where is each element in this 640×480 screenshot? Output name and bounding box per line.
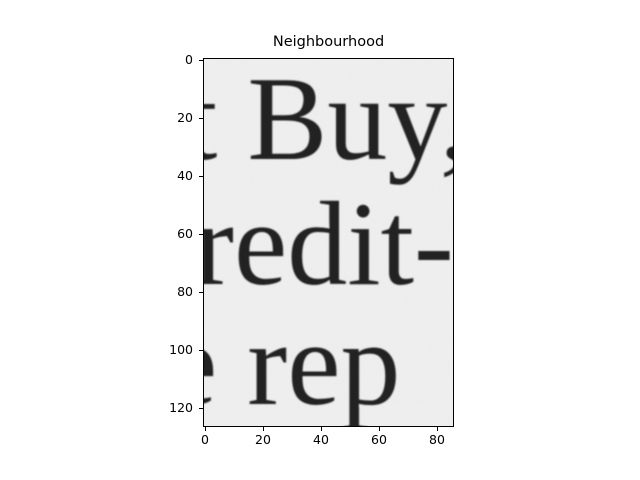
xtick-mark (205, 427, 206, 431)
xtick-label: 40 (313, 432, 329, 447)
ytick-label: 80 (177, 284, 193, 299)
xtick-mark (321, 427, 322, 431)
ytick-mark (199, 118, 203, 119)
ytick-label: 0 (185, 52, 193, 67)
xtick-mark (379, 427, 380, 431)
image-axes: t Buy, redit- e rep (203, 58, 454, 427)
ytick-mark (199, 408, 203, 409)
text-row-3: e rep (204, 297, 400, 427)
xtick-mark (263, 427, 264, 431)
ytick-label: 40 (177, 168, 193, 183)
text-row-1: t Buy, (204, 59, 454, 185)
ytick-mark (199, 292, 203, 293)
xtick-label: 20 (255, 432, 271, 447)
ytick-label: 100 (169, 342, 193, 357)
plot-title: Neighbourhood (272, 34, 385, 50)
ytick-mark (199, 60, 203, 61)
neighbourhood-image: t Buy, redit- e rep (204, 59, 454, 427)
ytick-mark (199, 234, 203, 235)
xtick-label: 0 (201, 432, 209, 447)
ytick-mark (199, 176, 203, 177)
xtick-label: 80 (429, 432, 445, 447)
xtick-label: 60 (371, 432, 387, 447)
ytick-label: 120 (169, 400, 193, 415)
xtick-mark (437, 427, 438, 431)
ytick-label: 60 (177, 226, 193, 241)
text-row-2: redit- (204, 177, 454, 310)
ytick-mark (199, 350, 203, 351)
ytick-label: 20 (177, 110, 193, 125)
